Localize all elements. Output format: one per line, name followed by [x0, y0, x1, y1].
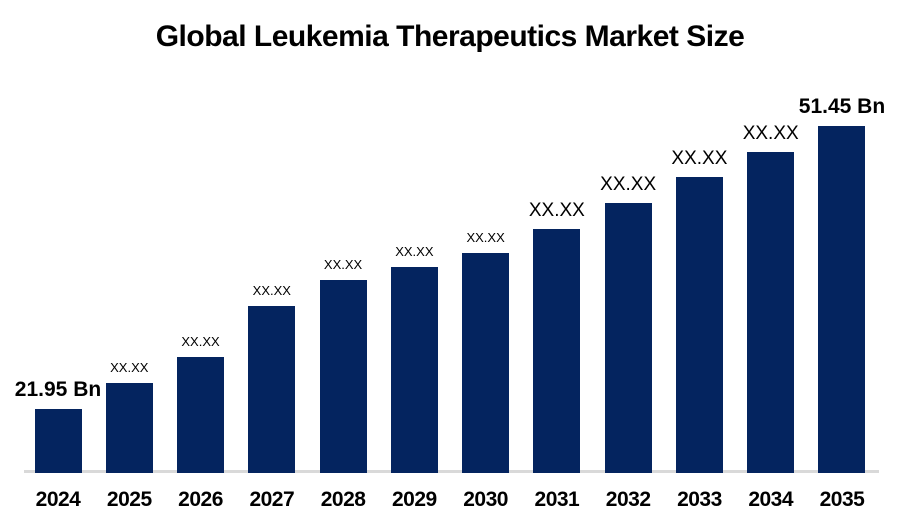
- x-tick-2027: 2027: [249, 488, 295, 511]
- x-tick-2029: 2029: [391, 488, 437, 511]
- x-tick-2034: 2034: [748, 488, 794, 511]
- bar-2029: [390, 267, 438, 473]
- x-tick-2035: 2035: [819, 488, 865, 511]
- bar-value-label-2030: XX.XX: [466, 230, 505, 245]
- x-tick-2032: 2032: [605, 488, 651, 511]
- bar-value-label-2026: XX.XX: [181, 334, 220, 349]
- x-tick-2028: 2028: [320, 488, 366, 511]
- bar-2024: [34, 409, 82, 473]
- bar-2028: [319, 280, 367, 473]
- bar-2026: [177, 357, 225, 473]
- bar-value-label-2032: XX.XX: [600, 174, 657, 195]
- bar-2035: [818, 126, 866, 473]
- bar-2030: [462, 253, 510, 473]
- bar-value-label-2035: 51.45 Bn: [798, 95, 886, 118]
- bar-2032: [604, 203, 652, 473]
- bar-2033: [675, 177, 723, 473]
- bar-value-label-2027: XX.XX: [252, 283, 291, 298]
- x-axis-line: [24, 470, 879, 473]
- x-tick-2025: 2025: [106, 488, 152, 511]
- bar-value-label-2025: XX.XX: [110, 360, 149, 375]
- bar-2025: [105, 383, 153, 473]
- x-tick-2030: 2030: [463, 488, 508, 511]
- x-tick-2024: 2024: [35, 488, 81, 511]
- chart-title: Global Leukemia Therapeutics Market Size: [155, 20, 745, 53]
- bar-value-label-2029: XX.XX: [395, 244, 434, 259]
- bar-value-label-2031: XX.XX: [528, 200, 585, 221]
- bar-value-label-2034: XX.XX: [742, 123, 799, 144]
- bar-value-label-2033: XX.XX: [671, 148, 728, 169]
- bar-2034: [747, 152, 795, 473]
- x-tick-2031: 2031: [534, 488, 580, 511]
- bar-2027: [248, 306, 296, 473]
- x-tick-2033: 2033: [677, 488, 722, 511]
- x-tick-2026: 2026: [178, 488, 223, 511]
- bar-2031: [533, 229, 581, 473]
- bar-value-label-2024: 21.95 Bn: [14, 378, 102, 401]
- bar-value-label-2028: XX.XX: [323, 257, 363, 272]
